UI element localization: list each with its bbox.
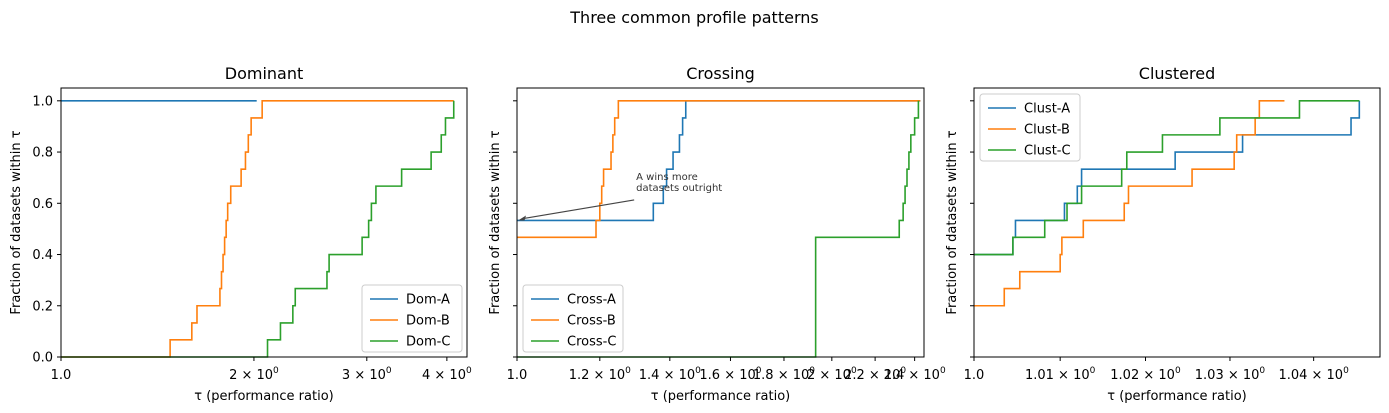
- x-tick-label: 1.01 × 100: [1025, 366, 1096, 383]
- series-line-dom-b: [61, 100, 454, 358]
- x-tick-label: 3 × 100: [342, 366, 392, 383]
- series-group: [61, 100, 455, 358]
- x-tick-label: 1.6 × 100: [699, 366, 761, 383]
- legend-label-clust-b: Clust-B: [1024, 123, 1070, 138]
- legend-label-clust-c: Clust-C: [1024, 144, 1071, 159]
- annotation-text: A wins more: [636, 172, 698, 183]
- x-tick-label: 1.0: [507, 368, 528, 383]
- legend-box: [522, 284, 624, 353]
- series-line-cross-c: [517, 100, 920, 358]
- y-axis-label: Fraction of datasets within τ: [945, 130, 960, 314]
- x-tick-label: 1.4 × 100: [639, 366, 701, 383]
- y-tick-label: 0.6: [32, 197, 53, 212]
- x-axis-label: τ (performance ratio): [194, 389, 333, 404]
- y-tick-label: 0.4: [32, 248, 53, 263]
- x-tick-label: 1.04 × 100: [1278, 366, 1349, 383]
- legend: Dom-A Dom-B Dom-C: [361, 284, 463, 353]
- x-tick-label: 2.4 × 100: [884, 366, 946, 383]
- legend-label-clust-a: Clust-A: [1024, 102, 1070, 117]
- x-tick-label: 2 × 100: [229, 366, 279, 383]
- series-line-clust-c: [974, 100, 1360, 256]
- series-line-cross-a: [517, 100, 921, 222]
- annotation-arrow-line: [523, 199, 635, 220]
- x-axis-label: τ (performance ratio): [1107, 389, 1246, 404]
- panel-clustered: Clustered 1.0 1.01 × 100 1.02 × 100 1.03 × 1…: [945, 64, 1381, 404]
- x-tick-label: 1.02 × 100: [1110, 366, 1181, 383]
- axes-frame: [60, 87, 468, 358]
- x-tick-label: 1.0: [964, 368, 985, 383]
- x-tick-label: 2.2 × 100: [844, 366, 906, 383]
- series-line-cross-b: [517, 100, 921, 239]
- y-axis-label: Fraction of datasets within τ: [9, 130, 24, 314]
- series-group: [517, 100, 921, 358]
- legend-box: [361, 284, 463, 353]
- legend-box: [979, 93, 1081, 162]
- figure-title: Three common profile patterns: [569, 8, 818, 27]
- x-tick-label: 1.03 × 100: [1195, 366, 1266, 383]
- annotation-arrow-head: [518, 215, 526, 221]
- y-tick-label: 0.8: [32, 146, 53, 161]
- y-tick-label: 1.0: [32, 94, 53, 109]
- panel-title: Clustered: [1139, 64, 1215, 83]
- legend: Clust-A Clust-B Clust-C: [979, 93, 1081, 162]
- annotation-text: datasets outright: [636, 183, 722, 194]
- series-line-dom-c: [61, 100, 455, 358]
- x-tick-label: 1.2 × 100: [569, 366, 631, 383]
- x-tick-label: 2 × 100: [807, 366, 857, 383]
- axes-frame: [973, 87, 1381, 358]
- x-tick-label: 1.0: [51, 368, 72, 383]
- x-axis-label: τ (performance ratio): [651, 389, 790, 404]
- series-group: [974, 100, 1361, 307]
- x-tick-label: 1.8 × 100: [753, 366, 815, 383]
- panel-dominant: Dominant 1.0 2 × 100 3 × 100 4 × 100 0.0 0.2 0.…: [9, 64, 472, 404]
- legend-label-cross-a: Cross-A: [567, 293, 616, 308]
- legend: Cross-A Cross-B Cross-C: [522, 284, 624, 353]
- y-axis-label: Fraction of datasets within τ: [488, 130, 503, 314]
- legend-label-dom-b: Dom-B: [406, 314, 450, 329]
- legend-label-cross-b: Cross-B: [567, 314, 616, 329]
- axes-frame: [516, 87, 925, 358]
- x-tick-label: 4 × 100: [422, 366, 472, 383]
- legend-label-cross-c: Cross-C: [567, 335, 616, 350]
- panel-title: Dominant: [225, 64, 304, 83]
- series-line-clust-b: [974, 100, 1285, 307]
- y-tick-label: 0.0: [32, 351, 53, 366]
- panel-title: Crossing: [686, 64, 755, 83]
- legend-label-dom-a: Dom-A: [406, 293, 450, 308]
- legend-label-dom-c: Dom-C: [406, 335, 450, 350]
- y-tick-label: 0.2: [32, 299, 53, 314]
